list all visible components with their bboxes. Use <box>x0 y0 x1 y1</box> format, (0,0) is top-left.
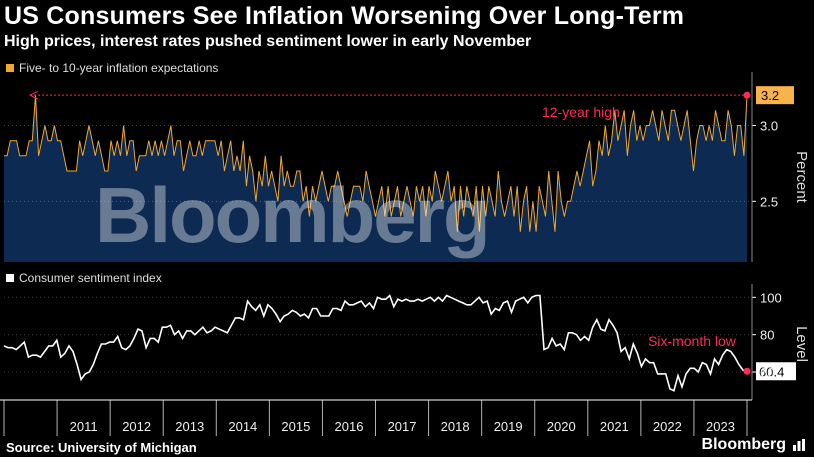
source-note: Source: University of Michigan <box>6 440 197 455</box>
x-axis: 2011 2012 2013 2014 2015 2016 2017 2018 2019 2020… <box>0 399 752 436</box>
x-tick-label: 2018 <box>441 419 470 434</box>
bloomberg-terminal-icon <box>793 439 805 451</box>
inflation-callout: 3.2 <box>756 86 794 105</box>
inflation-y-ticks: 2.5 3.0 <box>751 72 778 262</box>
x-tick-label: 2012 <box>122 419 151 434</box>
inflation-y-axis-label: Percent <box>793 151 810 204</box>
x-tick-label: 2021 <box>600 419 629 434</box>
x-tick-label: 2016 <box>335 419 364 434</box>
sentiment-tick-label: 80 <box>760 328 774 343</box>
sentiment-callout-value: 60.4 <box>759 364 784 379</box>
chart-title: US Consumers See Inflation Worsening Ove… <box>4 2 685 30</box>
inflation-tick-label: 2.5 <box>760 194 778 209</box>
inflation-callout-box <box>756 86 794 105</box>
sentiment-callout-box <box>756 362 796 381</box>
brand-name: Bloomberg <box>701 436 786 453</box>
sentiment-tick-label: 60 <box>760 365 774 380</box>
sentiment-line <box>3 294 748 392</box>
inflation-panel: 12-year high 3.2 2.5 3.0 Percent <box>4 72 810 262</box>
x-tick-label: 2019 <box>494 419 523 434</box>
x-tick-label: 2017 <box>388 419 417 434</box>
x-tick-label: 2014 <box>228 419 257 434</box>
sentiment-grid <box>4 296 752 373</box>
sentiment-last-point <box>743 367 751 375</box>
legend-label-sentiment: Consumer sentiment index <box>19 271 162 285</box>
x-tick-label: 2013 <box>175 419 204 434</box>
legend-label-inflation: Five- to 10-year inflation expectations <box>19 61 219 75</box>
inflation-tick-label: 3.0 <box>760 119 778 134</box>
legend-swatch-sentiment <box>6 274 14 282</box>
sentiment-y-axis-label: Level <box>793 326 810 362</box>
inflation-last-point <box>743 91 751 99</box>
chart-subtitle: High prices, interest rates pushed senti… <box>4 33 532 50</box>
sentiment-y-ticks: 60 80 100 <box>751 284 782 400</box>
sentiment-annotation: Six-month low <box>648 333 737 349</box>
legend-swatch-inflation <box>6 64 14 72</box>
inflation-callout-value: 3.2 <box>761 88 779 103</box>
reference-arrow-icon <box>28 90 39 100</box>
inflation-grid <box>4 125 752 202</box>
watermark-logo: Bloomberg <box>95 171 489 259</box>
x-tick-label: 2020 <box>547 419 576 434</box>
x-tick-label: 2022 <box>653 419 682 434</box>
inflation-line <box>4 95 748 232</box>
x-tick-label: 2015 <box>281 419 310 434</box>
x-tick-label: 2023 <box>706 419 735 434</box>
sentiment-tick-label: 100 <box>760 290 782 305</box>
sentiment-panel: Six-month low 60.4 60 80 100 Level <box>3 284 810 400</box>
inflation-annotation: 12-year high <box>542 104 620 120</box>
inflation-area <box>4 95 747 262</box>
legend-inflation: Five- to 10-year inflation expectations <box>6 61 218 75</box>
sentiment-callout: 60.4 <box>756 362 796 381</box>
x-tick-label: 2011 <box>70 419 98 434</box>
legend-sentiment: Consumer sentiment index <box>6 271 162 285</box>
